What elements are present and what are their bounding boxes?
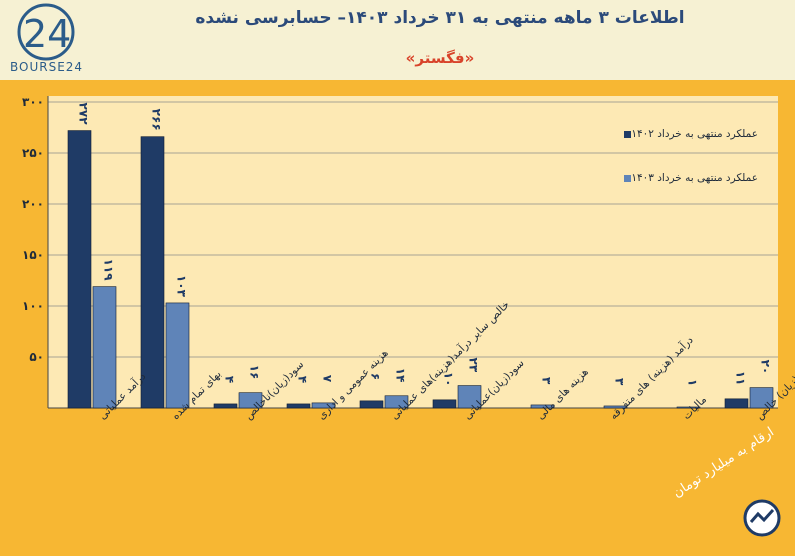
bar-1402: [724, 398, 749, 409]
data-label: ۱۱: [734, 371, 748, 386]
bars: [67, 130, 774, 409]
data-label: ۱۱۹: [102, 259, 116, 282]
data-label: ۷: [321, 375, 335, 383]
legend-item-1402: عملکرد منتهی به خرداد ۱۴۰۲: [588, 125, 758, 143]
bar-1402: [140, 136, 165, 409]
data-label: ۶: [369, 373, 383, 380]
y-tick-label: ۲۰۰: [22, 197, 44, 211]
data-label: ۱: [686, 379, 700, 386]
bar-1402: [432, 399, 457, 409]
bar-1403: [530, 404, 555, 409]
y-tick-label: ۳۰۰: [22, 95, 44, 109]
bar-1402: [213, 403, 238, 409]
chart-subtitle: «فگستر»: [405, 49, 475, 67]
bar-1402: [359, 400, 384, 409]
bar-1403: [311, 402, 336, 409]
svg-text:24: 24: [23, 12, 71, 56]
data-label: ۱۶: [248, 365, 262, 380]
legend: عملکرد منتهی به خرداد ۱۴۰۲ عملکرد منتهی …: [588, 125, 758, 213]
chart-frame: [0, 80, 795, 556]
data-label: ۱۴: [394, 368, 408, 383]
data-label: ۳: [540, 377, 554, 385]
bourse24-logo: 24: [8, 2, 88, 76]
bar-1403: [749, 387, 774, 409]
legend-swatch-1403: [624, 174, 632, 182]
trend-icon: [742, 498, 782, 538]
y-tick-label: ۵۰: [29, 350, 44, 364]
bar-1402: [67, 130, 92, 409]
data-label: ۲۰: [759, 360, 773, 375]
logo-text: BOURSE24: [10, 60, 84, 74]
data-label: ۲۳: [467, 358, 481, 373]
legend-label-1402: عملکرد منتهی به خرداد ۱۴۰۲: [631, 128, 758, 140]
data-label: ۱۰۳: [175, 275, 189, 298]
y-tick-label: ۱۰۰: [22, 299, 44, 313]
y-tick-label: ۲۵۰: [22, 146, 44, 160]
bar-1403: [384, 395, 409, 409]
bar-1402: [286, 403, 311, 409]
legend-swatch-1402: [624, 130, 632, 138]
bar-1403: [92, 286, 117, 409]
legend-item-1403: عملکرد منتهی به خرداد ۱۴۰۳: [588, 169, 758, 187]
bar-1403: [603, 405, 628, 409]
bar-1403: [238, 392, 263, 409]
legend-label-1403: عملکرد منتهی به خرداد ۱۴۰۳: [631, 172, 758, 184]
data-label: ۱۰: [442, 372, 456, 387]
data-label: ۴: [296, 376, 310, 383]
data-label: ۴: [223, 376, 237, 383]
y-tick-label: ۱۵۰: [22, 248, 44, 262]
chart-title: اطلاعات ۳ ماهه منتهی به ۳۱ خرداد ۱۴۰۳– ح…: [195, 8, 685, 28]
data-label: ۳: [613, 378, 627, 386]
bar-1403: [676, 406, 701, 409]
bar-1403: [457, 385, 482, 409]
data-label: ۲۷۲: [77, 103, 91, 126]
bar-1403: [165, 302, 190, 409]
data-label: ۲۶۶: [150, 109, 164, 131]
